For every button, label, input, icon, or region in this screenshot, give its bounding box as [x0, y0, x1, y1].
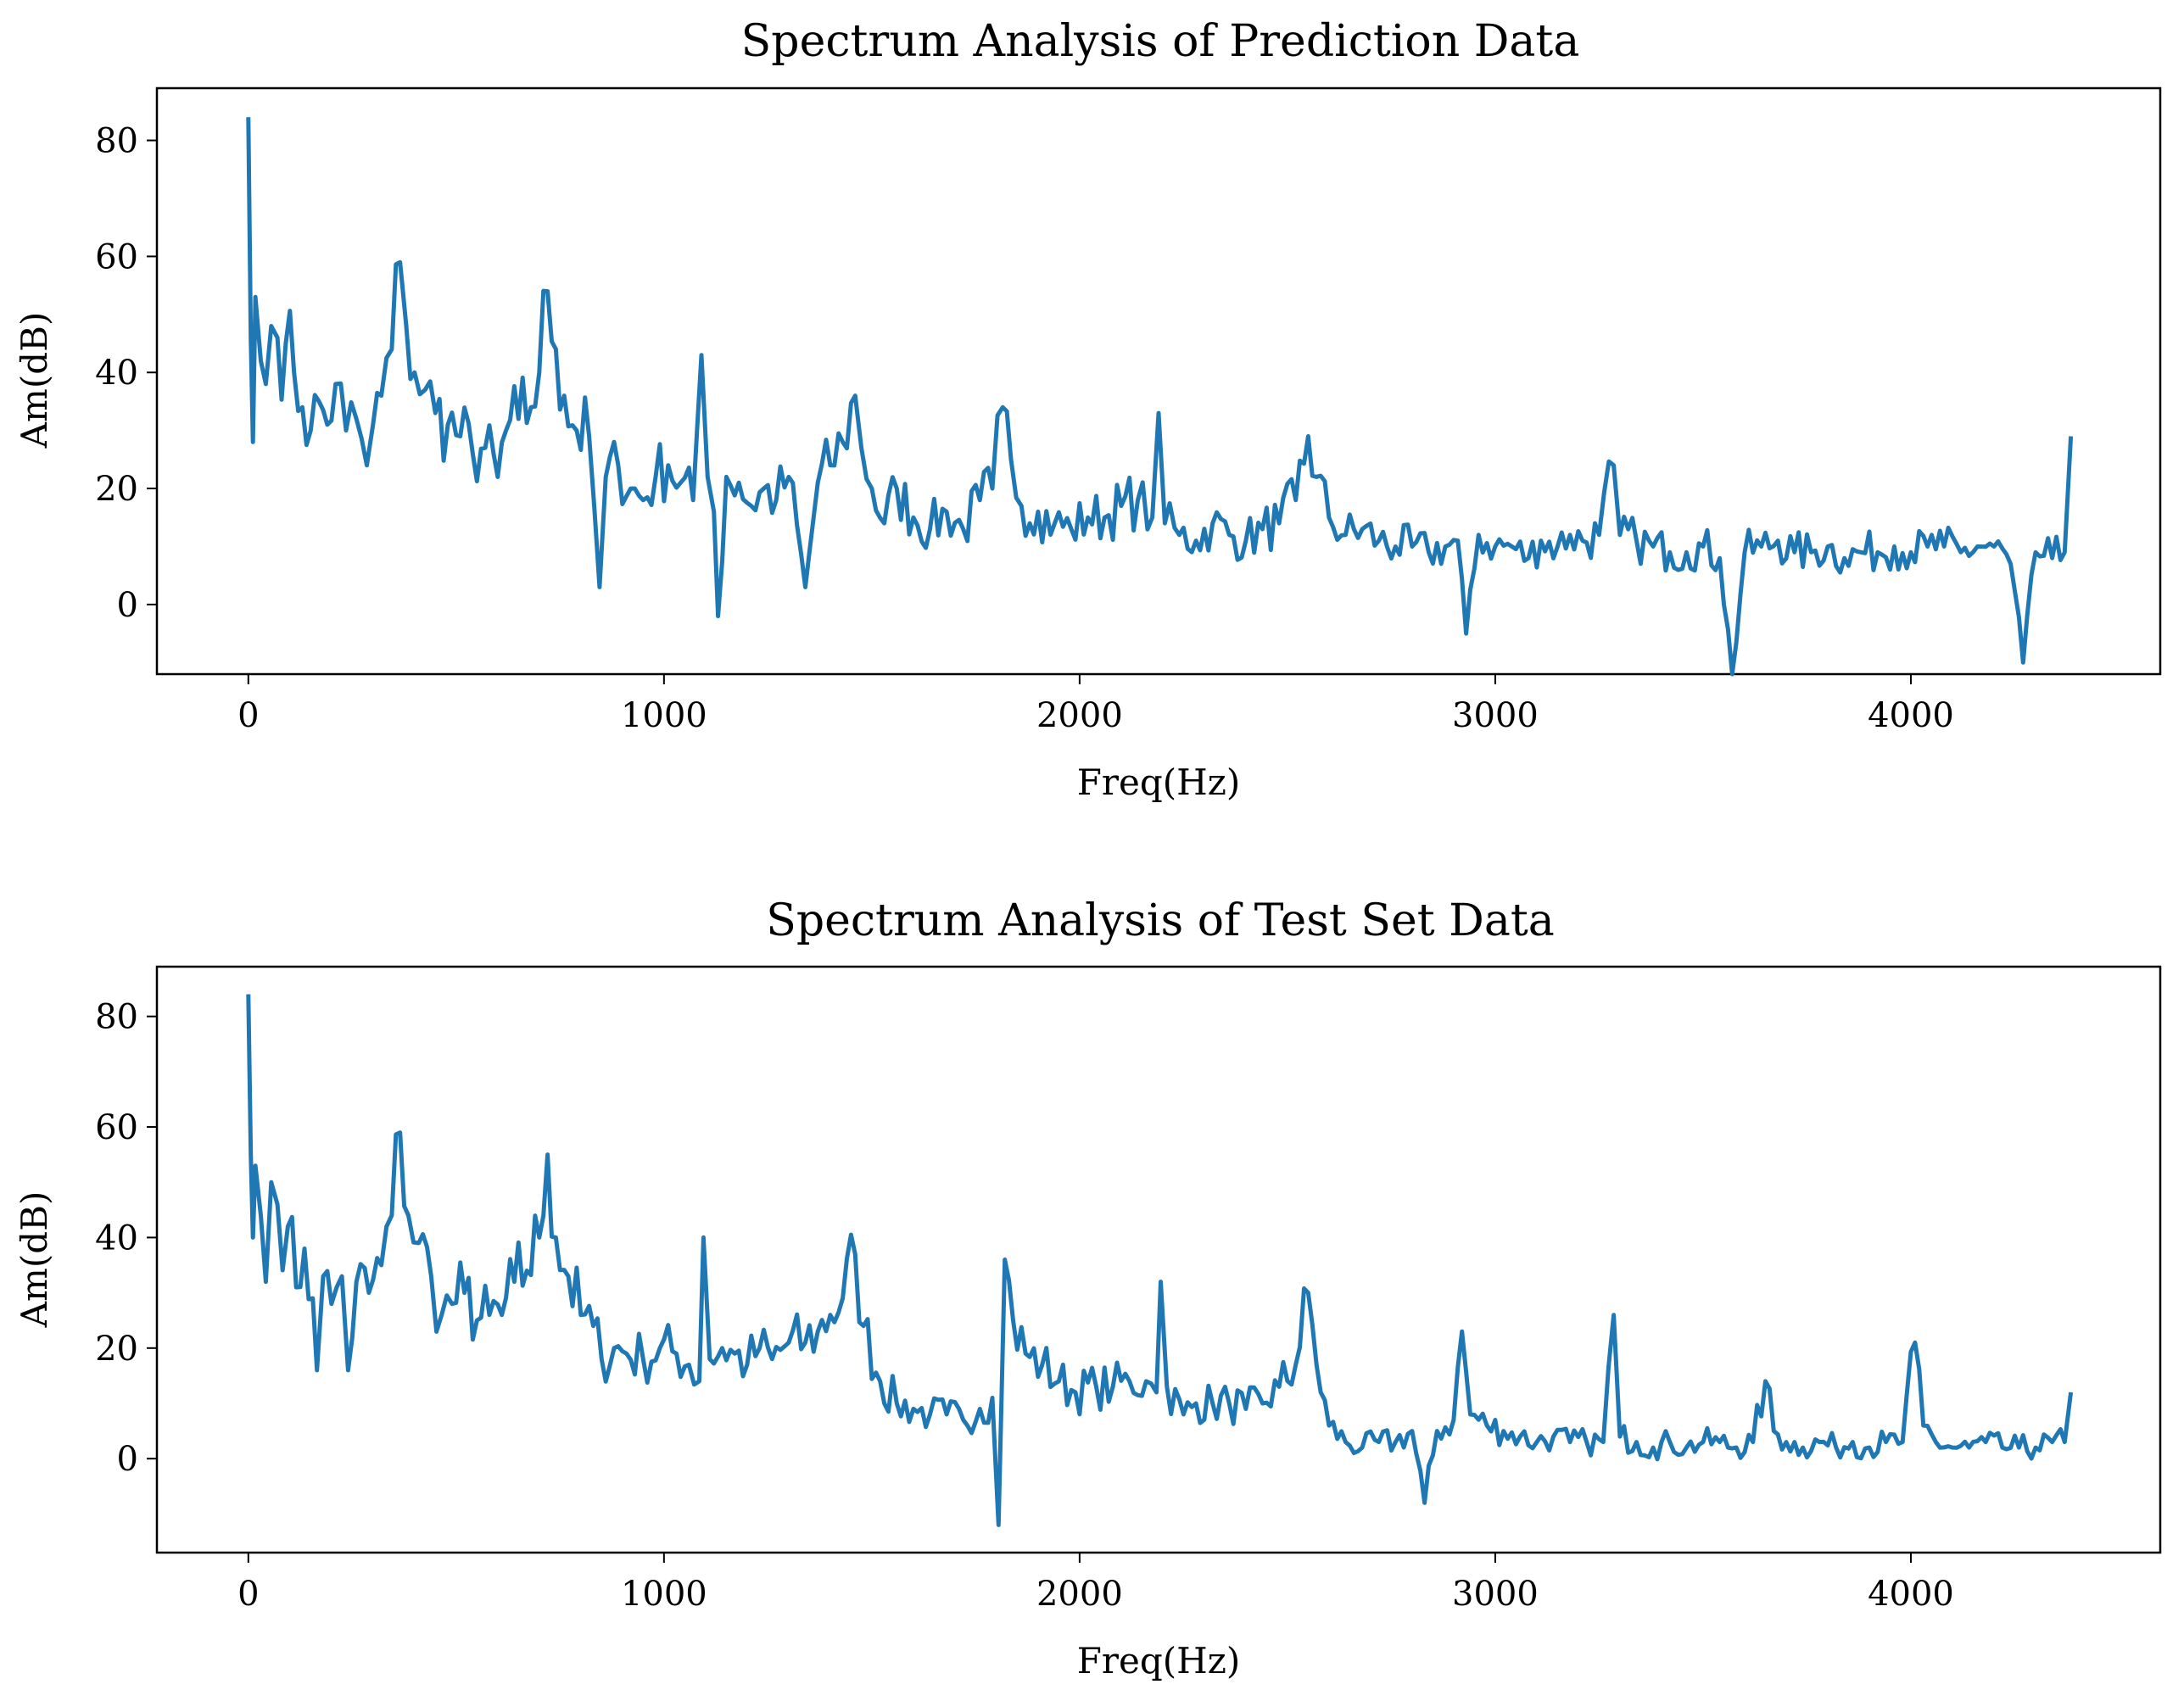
x-axis-ticks: 0 1000 2000 3000 4000 [237, 1553, 1954, 1614]
y-tick-label: 40 [95, 354, 138, 393]
test-set-spectrum-line [246, 994, 2074, 1527]
y-tick-label: 60 [95, 1108, 138, 1147]
plot-area [155, 86, 2162, 676]
chart-title: Spectrum Analysis of Test Set Data [766, 895, 1555, 946]
plot-area [155, 965, 2162, 1554]
x-tick-label: 2000 [1036, 696, 1123, 735]
x-tick-label: 0 [237, 1575, 259, 1614]
x-tick-label: 1000 [621, 1575, 707, 1614]
y-tick-label: 80 [95, 122, 138, 161]
x-axis-label: Freq(Hz) [1077, 761, 1241, 803]
y-tick-label: 60 [95, 237, 138, 276]
prediction-spectrum-line [246, 117, 2074, 677]
x-tick-label: 0 [237, 696, 259, 735]
y-tick-label: 20 [95, 470, 138, 509]
y-tick-label: 40 [95, 1219, 138, 1258]
x-tick-label: 3000 [1452, 1575, 1539, 1614]
y-tick-label: 0 [117, 586, 138, 625]
x-axis-ticks: 0 1000 2000 3000 4000 [237, 674, 1954, 735]
x-tick-label: 4000 [1868, 696, 1954, 735]
y-axis-label: Am(dB) [14, 312, 55, 449]
x-tick-label: 4000 [1868, 1575, 1954, 1614]
x-axis-label: Freq(Hz) [1077, 1640, 1241, 1681]
test-set-spectrum-panel: Spectrum Analysis of Test Set Data 0 1000… [14, 895, 2162, 1681]
y-tick-label: 0 [117, 1440, 138, 1479]
y-axis-ticks: 0 20 40 60 80 [95, 998, 157, 1479]
x-tick-label: 1000 [621, 696, 707, 735]
prediction-spectrum-panel: Spectrum Analysis of Prediction Data 0 10… [14, 16, 2162, 803]
y-tick-label: 80 [95, 998, 138, 1037]
y-tick-label: 20 [95, 1330, 138, 1369]
x-tick-label: 3000 [1452, 696, 1539, 735]
x-tick-label: 2000 [1036, 1575, 1123, 1614]
chart-title: Spectrum Analysis of Prediction Data [741, 16, 1580, 67]
y-axis-ticks: 0 20 40 60 80 [95, 122, 157, 625]
y-axis-label: Am(dB) [14, 1191, 55, 1329]
